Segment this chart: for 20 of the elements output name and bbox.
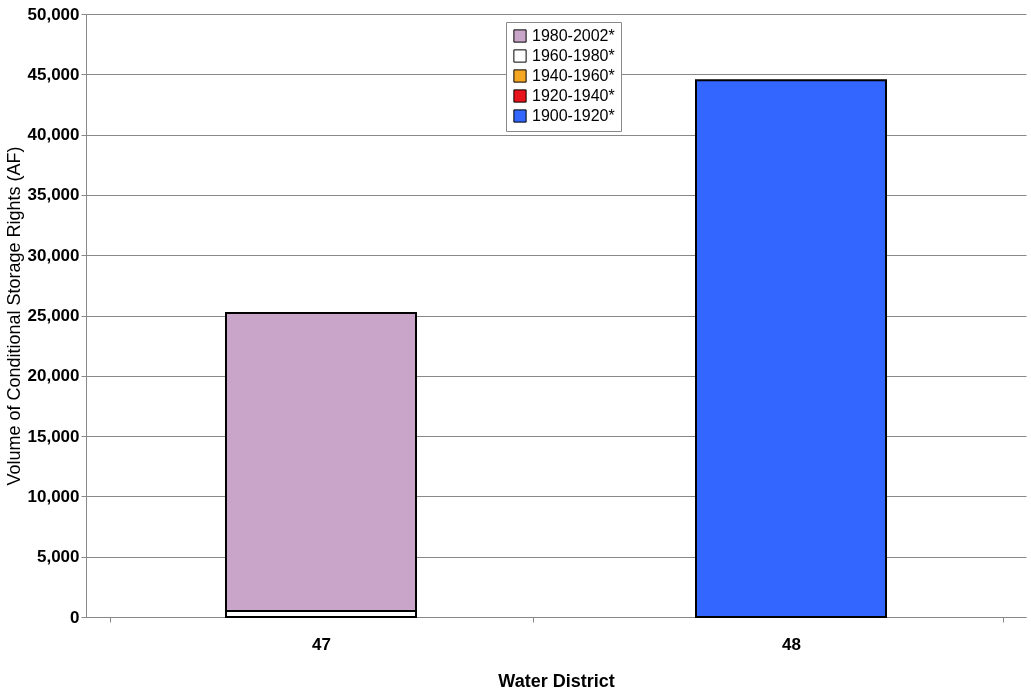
- y-tick-label: 30,000: [27, 245, 80, 265]
- x-tick-label: 47: [312, 634, 331, 654]
- legend-label: 1940-1960*: [532, 67, 615, 84]
- y-tick-label: 45,000: [27, 64, 80, 84]
- legend-label: 1980-2002*: [532, 27, 615, 44]
- y-tick-label: 0: [70, 607, 80, 627]
- y-tick-label: 15,000: [27, 426, 80, 446]
- legend-label: 1920-1940*: [532, 87, 615, 104]
- y-tick-label: 20,000: [27, 366, 80, 386]
- y-tick-label: 10,000: [27, 486, 80, 506]
- legend-label: 1960-1980*: [532, 47, 615, 64]
- y-tick-label: 35,000: [27, 185, 80, 205]
- y-tick-label: 40,000: [27, 125, 80, 145]
- x-axis-title: Water District: [498, 670, 615, 691]
- legend-label: 1900-1920*: [532, 107, 615, 124]
- x-tick-label: 48: [782, 634, 801, 654]
- y-tick-label: 50,000: [27, 4, 80, 24]
- y-tick-label: 5,000: [36, 547, 80, 567]
- y-tick-label: 25,000: [27, 306, 80, 325]
- y-axis-title: Volume of Conditional Storage Rights (AF): [3, 146, 24, 486]
